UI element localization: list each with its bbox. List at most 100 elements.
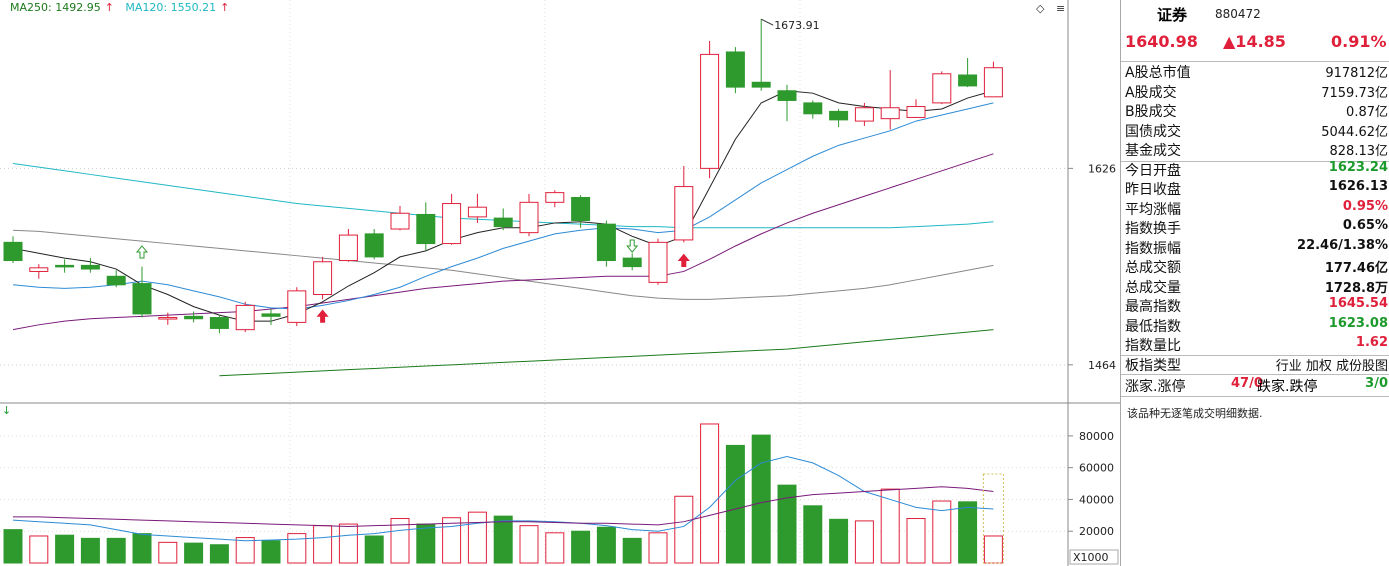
chart-toolbar: ◇ ≡ (1036, 2, 1073, 15)
volume-bar (777, 484, 797, 564)
volume-bar (338, 523, 358, 564)
indicator-arrow-icon: ↓ (2, 404, 11, 417)
stat-value: 7159.73亿 (1321, 85, 1388, 101)
diamond-icon[interactable]: ◇ (1036, 2, 1045, 15)
candle (29, 267, 49, 272)
volume-bar (467, 511, 487, 564)
stat-row: 最低指数 1623.08 (1125, 316, 1388, 335)
candle (906, 106, 926, 118)
chart-canvas[interactable]: 1626 1464 80000 60000 40000 20000 X1000 1673.91… (0, 0, 1120, 566)
candle (313, 261, 333, 295)
volume-bar (519, 525, 539, 564)
stat-label: 今日开盘 (1125, 162, 1181, 179)
stat-label: 指数振幅 (1125, 240, 1181, 257)
updown-row: 涨家.涨停 47/0 跌家.跌停 3/0 (1125, 376, 1388, 395)
volume-bar (545, 532, 565, 564)
stat-label: B股成交 (1125, 104, 1177, 120)
up-value: 47/0 (1231, 376, 1263, 391)
volume-bar (3, 529, 23, 564)
divider (1121, 355, 1389, 356)
stat-label: A股总市值 (1125, 65, 1191, 81)
volume-bar (80, 537, 100, 564)
volume-bar (261, 540, 281, 564)
candle (80, 264, 100, 270)
stat-row: 指数量比 1.62 (1125, 335, 1388, 354)
volume-bar (287, 533, 307, 564)
stat-label: 指数量比 (1125, 338, 1181, 354)
stat-value: 1623.24 (1328, 159, 1388, 175)
volume-bar (442, 517, 462, 564)
candle (442, 203, 462, 245)
candle (932, 73, 952, 104)
down-label: 跌家.跌停 (1257, 379, 1318, 395)
candle (622, 257, 642, 268)
volume-ma-line (12, 456, 994, 542)
candle (3, 241, 23, 262)
stat-label: 平均涨幅 (1125, 201, 1181, 218)
volume-axis-label: 60000 (1079, 462, 1114, 475)
divider (1121, 374, 1389, 375)
candle (184, 315, 204, 320)
candle (880, 107, 900, 120)
stat-value[interactable]: 行业 加权 成份股图 (1275, 358, 1388, 374)
candle (416, 213, 436, 245)
candle (674, 186, 694, 241)
divider (1121, 161, 1389, 162)
ma120-arrow-icon: ↑ (220, 1, 230, 14)
candle (958, 74, 978, 87)
volume-bar (880, 488, 900, 564)
candle (235, 304, 255, 331)
buy-signal-icon (316, 309, 329, 323)
high-annotation: 1673.91 (774, 19, 820, 32)
divider (1121, 396, 1389, 397)
candle (983, 67, 1003, 98)
stat-row: 总成交额 177.46亿 (1125, 257, 1388, 276)
candle (338, 234, 358, 262)
stat-value: 0.95% (1342, 198, 1388, 214)
ma20-line (12, 153, 994, 331)
quote-panel: 证券 880472 1640.98 ▲14.85 0.91% A股总市值 9178… (1120, 0, 1389, 566)
buy-signal-icon (677, 253, 690, 267)
volume-bar (106, 537, 126, 564)
volume-bar (983, 535, 1003, 564)
stat-row: 基金成交 828.13亿 (1125, 140, 1388, 159)
volume-bar (906, 518, 926, 564)
stat-row: 今日开盘 1623.24 (1125, 160, 1388, 179)
stat-label: 指数换手 (1125, 221, 1181, 237)
stat-label: 最高指数 (1125, 299, 1181, 315)
volume-bar (209, 544, 229, 564)
menu-icon[interactable]: ≡ (1055, 2, 1066, 15)
stat-value: 828.13亿 (1329, 144, 1389, 159)
ma5-line (12, 90, 994, 322)
price-axis-label: 1626 (1088, 162, 1116, 175)
stat-label: 板指类型 (1125, 357, 1181, 374)
candle (777, 90, 797, 101)
volume-bar (132, 533, 152, 564)
price-axis-label: 1464 (1088, 359, 1116, 372)
index-name: 证券 (1157, 6, 1188, 24)
stat-row: 板指类型 行业 加权 成份股图 (1125, 355, 1388, 374)
stat-value: 1645.54 (1328, 296, 1388, 311)
down-value: 3/0 (1365, 376, 1388, 391)
candle (700, 53, 720, 169)
stat-value: 22.46/1.38% (1297, 237, 1388, 253)
candle (132, 283, 152, 315)
candle (55, 264, 75, 268)
volume-bar (854, 520, 874, 564)
kline-chart[interactable]: 1626 1464 80000 60000 40000 20000 X1000 1673.91… (0, 0, 1120, 566)
ma60-line (12, 229, 994, 300)
candle (751, 81, 771, 88)
candle (829, 110, 849, 121)
candle (209, 317, 229, 329)
candle (854, 107, 874, 122)
volume-bar (571, 530, 591, 564)
volume-axis-label: 20000 (1079, 525, 1114, 538)
stat-row: 平均涨幅 0.95% (1125, 199, 1388, 218)
ma250-arrow-icon: ↑ (104, 1, 114, 14)
stat-label: 昨日收盘 (1125, 182, 1181, 198)
sell-signal-icon (626, 239, 639, 253)
stat-value: 1.62 (1355, 335, 1388, 350)
stat-label: A股成交 (1125, 84, 1177, 101)
tick-note: 该品种无逐笔成交明细数据. (1127, 407, 1263, 420)
stat-row: A股成交 7159.73亿 (1125, 82, 1388, 101)
